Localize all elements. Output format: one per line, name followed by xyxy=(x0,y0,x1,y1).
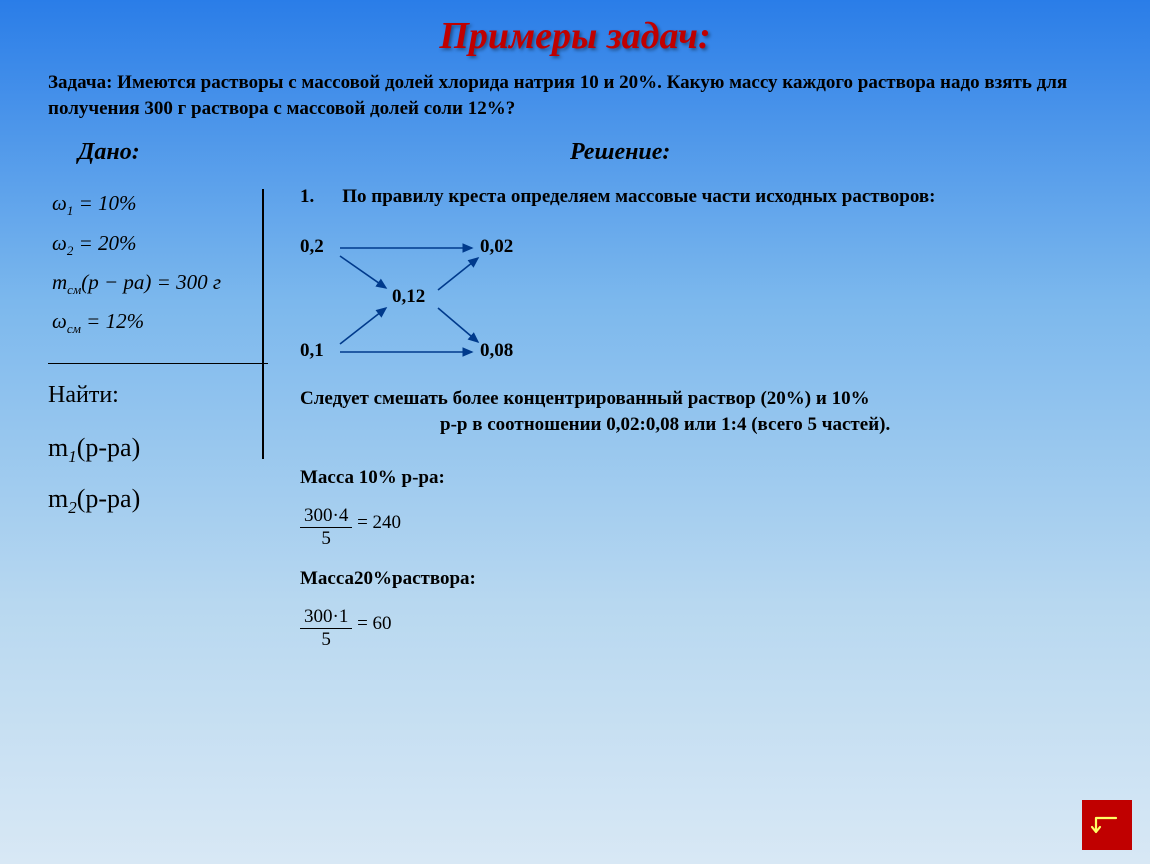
problem-statement: Задача: Имеются растворы с массовой доле… xyxy=(0,58,1150,121)
find-lines: m1(р-ра) m2(р-ра) xyxy=(48,423,308,524)
follow-text: Следует смешать более концентрированный … xyxy=(300,386,1100,437)
slide-title: Примеры задач: xyxy=(0,0,1150,58)
mass20-calc: 300·1 5 = 60 xyxy=(300,598,1100,651)
mass20-label: Масса20%раствора: xyxy=(300,568,1100,590)
mass20-bot: 5 xyxy=(300,629,352,651)
follow-line2: р-р в соотношении 0,02:0,08 или 1:4 (все… xyxy=(300,412,1100,438)
given-block: ω1 = 10% ω2 = 20% mсм(р − ра) = 300 г ωс… xyxy=(48,184,308,524)
mass10-top: 300·4 xyxy=(300,505,352,528)
return-arrow-icon xyxy=(1090,808,1124,842)
cross-diagram: 0,2 0,02 0,12 0,1 0,08 xyxy=(300,236,580,366)
solution-heading: Решение: xyxy=(570,139,670,166)
given-wcm: ωсм = 12% xyxy=(52,302,308,341)
step-number: 1. xyxy=(300,185,314,210)
given-m: mсм(р − ра) = 300 г xyxy=(52,263,308,302)
solution-block: 1. По правилу креста определяем массовые… xyxy=(300,185,1100,651)
content-area: Дано: Решение: ω1 = 10% ω2 = 20% mсм(р −… xyxy=(0,139,1150,524)
cross-arrows xyxy=(300,236,580,366)
nav-button[interactable] xyxy=(1082,800,1132,850)
given-lines: ω1 = 10% ω2 = 20% mсм(р − ра) = 300 г ωс… xyxy=(48,184,308,341)
mass10-bot: 5 xyxy=(300,528,352,550)
find-m1: m1(р-ра) xyxy=(48,423,308,473)
find-heading: Найти: xyxy=(48,382,308,409)
given-w2: ω2 = 20% xyxy=(52,224,308,263)
mass20-top: 300·1 xyxy=(300,606,352,629)
mass20-res: = 60 xyxy=(357,613,391,634)
mass10-res: = 240 xyxy=(357,512,401,533)
solution-step1: 1. По правилу креста определяем массовые… xyxy=(300,185,1100,210)
mass10-label: Масса 10% р-ра: xyxy=(300,467,1100,489)
mass10-calc: 300·4 5 = 240 xyxy=(300,497,1100,550)
follow-line1: Следует смешать более концентрированный … xyxy=(300,386,1100,412)
step-text: По правилу креста определяем массовые ча… xyxy=(342,185,935,210)
dano-divider xyxy=(48,363,268,364)
given-w1: ω1 = 10% xyxy=(52,184,308,223)
find-m2: m2(р-ра) xyxy=(48,474,308,524)
